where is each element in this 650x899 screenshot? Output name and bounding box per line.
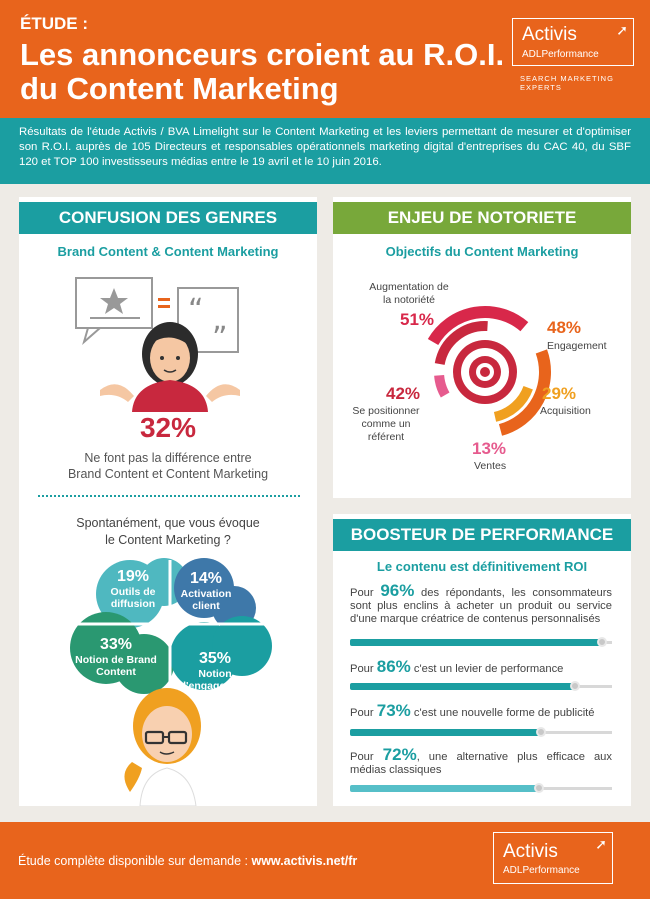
bar-label-2: Pour 86% c'est un levier de performance [350,657,564,676]
cloud-label-outils: 19% Outils de diffusion [110,568,156,610]
cloud-label-brand: 33% Notion de Brand Content [75,636,157,678]
cloud-seg-brand [70,612,174,694]
confusion-percent: 32% [139,412,197,443]
target-arc-5 [434,321,488,366]
label-acquisition: Acquisition [540,405,591,417]
svg-text:“: “ [188,293,204,328]
bar-knob-1 [596,637,607,647]
bar-fill-2 [350,683,576,690]
booster-subtitle: Le contenu est définitivement ROI [376,559,588,574]
star-icon [100,288,128,314]
ponytail [124,762,142,792]
booster-panel [333,514,631,806]
svg-text:”: ” [212,321,228,356]
intro-text: Résultats de l'étude Activis / BVA Limel… [0,118,650,184]
confusion-banner: CONFUSION DES GENRES [19,202,317,234]
label-notoriete: Augmentation de la notoriété [369,281,449,306]
footer-text: Étude complète disponible sur demande : … [18,854,358,868]
notoriete-subtitle: Objectifs du Content Marketing [385,244,579,259]
label-referent: Se positionner comme un référent [352,405,420,443]
cloud-label-activation: 14% Activation client [180,570,232,612]
target-arc-3 [493,385,533,422]
confusion-subtitle: Brand Content & Content Marketing [57,244,279,259]
logo-sub: ADLPerformance [522,49,599,60]
bar-label-3: Pour 73% c'est une nouvelle forme de pub… [350,701,595,720]
confusion-caption-1: Ne font pas la différence entre [84,451,252,465]
face [150,334,190,382]
target-arc-2 [498,349,551,436]
bar-track-1 [350,637,612,647]
equals-icon [158,298,170,301]
logo-tagline: SEARCH MARKETING EXPERTS [520,74,614,92]
thought-cloud [68,558,272,694]
logo-name: Activis [522,24,577,45]
hand-left [100,384,134,402]
pct-engagement: 48% [547,318,582,337]
notoriete-banner: ENJEU DE NOTORIETE [333,202,631,234]
bar-label-1: Pour 96% des répondants, les consommateu… [350,581,613,625]
activis-logo: Activis ADLPerformance ➚ [512,18,634,66]
header: ÉTUDE : Les annonceurs croient au R.O.I.… [0,0,650,118]
bar-track-2 [350,681,612,691]
bar-knob-4 [533,783,544,793]
target-chart [427,306,551,436]
person-illustration: “ ” [75,277,240,412]
bar-fill-4 [350,785,539,792]
shirt [132,380,208,412]
question-line-1: Spontanément, que vous évoque [76,516,260,530]
divider [38,495,300,497]
pct-notoriete: 51% [400,310,435,329]
title-line-2: du Content Marketing [20,71,339,106]
cloud-seg-engagement [170,616,272,690]
label-ventes: Ventes [474,460,507,472]
footer-logo-sub: ADLPerformance [503,865,580,876]
face-2 [142,706,192,762]
bar-knob-2 [570,681,581,691]
title-line-1: Les annonceurs croient au R.O.I. [20,37,505,72]
target-arc-1 [427,306,529,346]
bar-label-4: Pour 72%, une alternative plus efficace … [350,745,612,776]
page-title: Les annonceurs croient au R.O.I. du Cont… [20,38,504,106]
woman-illustration [124,688,201,806]
hand-right [206,384,240,402]
pct-ventes: 13% [472,439,507,458]
bar-track-3 [350,727,612,737]
footer-link[interactable]: www.activis.net/fr [251,854,358,868]
arrow-icon: ➚ [616,22,628,38]
header-tag: ÉTUDE : [20,14,88,33]
booster-banner: BOOSTEUR DE PERFORMANCE [333,519,631,551]
bar-fill-3 [350,729,542,736]
target-arc-4 [434,374,450,398]
pct-referent: 42% [386,384,421,403]
label-engagement: Engagement [547,340,607,352]
confusion-caption-2: Brand Content et Content Marketing [67,467,269,481]
footer-arrow-icon: ➚ [595,836,607,852]
footer: Étude complète disponible sur demande : … [0,822,650,899]
footer-logo-name: Activis [503,841,558,862]
pct-acquisition: 29% [542,384,577,403]
bar-fill-1 [350,639,602,646]
target-ring-5 [480,367,490,377]
cloud-label-engagement: 35% Notion d'engagement [179,650,251,692]
footer-logo: Activis ADLPerformance ➚ [493,832,613,884]
question-line-2: le Content Marketing ? [105,533,231,547]
bar-knob-3 [536,727,547,737]
bar-track-4 [350,783,612,793]
